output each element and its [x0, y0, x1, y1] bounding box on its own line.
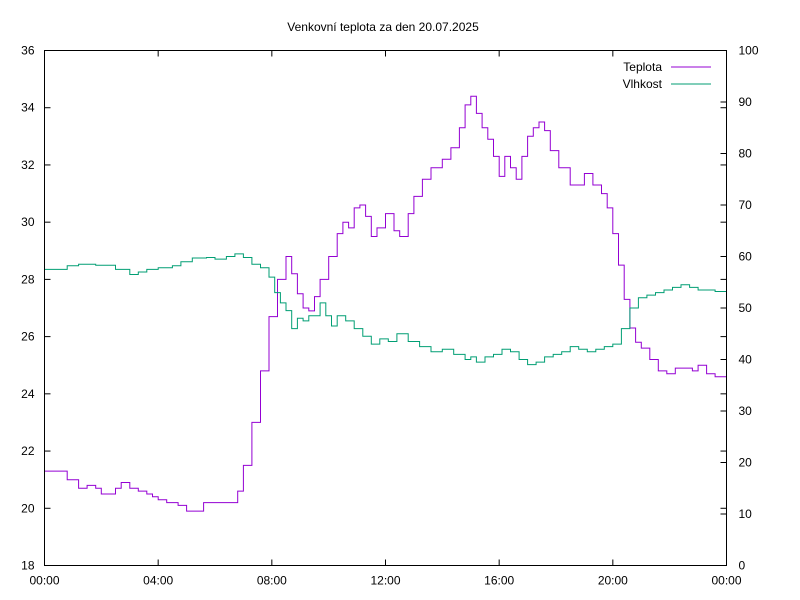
axes: 18 20 22 24 26 28 30 32 34 36 0 10 20 30 40 50 60 70 80 90 1… — [21, 44, 759, 588]
x-tick-label: 16:00 — [484, 574, 514, 588]
y2-tick-label: 90 — [739, 95, 753, 109]
y2-tick-label: 60 — [739, 250, 753, 264]
x-tick-label: 04:00 — [143, 574, 173, 588]
x-tick-label: 00:00 — [711, 574, 741, 588]
y2-tick-label: 30 — [739, 404, 753, 418]
y2-tick-label: 0 — [739, 559, 746, 573]
y2-tick-label: 70 — [739, 198, 753, 212]
y2-tick-label: 10 — [739, 507, 753, 521]
y-tick-label: 30 — [21, 215, 35, 229]
y2-tick-label: 100 — [739, 44, 759, 58]
legend-label-vlhkost: Vlhkost — [623, 77, 663, 91]
series-line-teplota — [44, 95, 727, 512]
series-line-vlhkost — [44, 253, 727, 366]
legend-label-teplota: Teplota — [623, 60, 662, 74]
y-tick-label: 24 — [21, 387, 35, 401]
y2-tick-label: 40 — [739, 353, 753, 367]
chart-title: Venkovní teplota za den 20.07.2025 — [287, 20, 479, 34]
legend: Teplota Vlhkost — [623, 60, 711, 91]
plot-frame — [44, 50, 727, 566]
y2-tick-label: 80 — [739, 147, 753, 161]
y-tick-label: 20 — [21, 501, 35, 515]
x-tick-label: 12:00 — [370, 574, 400, 588]
y-tick-label: 28 — [21, 272, 35, 286]
y2-tick-label: 50 — [739, 301, 753, 315]
x-tick-label: 08:00 — [257, 574, 287, 588]
y-tick-label: 18 — [21, 559, 35, 573]
y-tick-label: 22 — [21, 444, 35, 458]
y-tick-label: 34 — [21, 101, 35, 115]
y-tick-label: 32 — [21, 158, 35, 172]
series-layer — [44, 95, 727, 512]
y2-tick-label: 20 — [739, 456, 753, 470]
x-tick-label: 00:00 — [29, 574, 59, 588]
y-tick-label: 36 — [21, 44, 35, 58]
x-tick-label: 20:00 — [598, 574, 628, 588]
y-tick-label: 26 — [21, 330, 35, 344]
